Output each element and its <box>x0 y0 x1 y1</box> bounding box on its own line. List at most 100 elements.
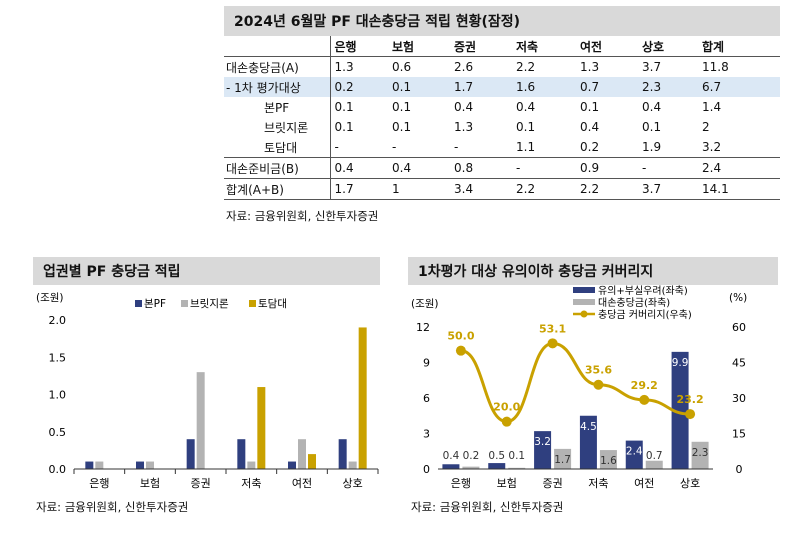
chart1-legend-swatch <box>249 300 256 307</box>
chart2-bar-label: 4.5 <box>580 421 597 433</box>
table-cell: 3.2 <box>702 140 722 154</box>
row-label: 토담대 <box>264 140 298 155</box>
chart1-bar <box>85 461 94 469</box>
chart2-line-label: 20.0 <box>493 401 520 414</box>
chart2-bar <box>645 460 663 469</box>
table-cell: 1.9 <box>642 140 662 154</box>
table-cell: 0.1 <box>642 120 662 134</box>
chart1-bar <box>237 439 246 469</box>
chart2-legend-swatch <box>573 299 595 305</box>
chart2-line-label: 23.2 <box>677 393 704 406</box>
table-cell: 0.1 <box>388 77 450 97</box>
table-row: 대손충당금(A) 1.3 0.6 2.6 2.2 1.3 3.7 11.8 <box>224 56 780 77</box>
table-row: 본PF 0.1 0.1 0.4 0.4 0.1 0.4 1.4 <box>224 97 780 117</box>
chart2-bar <box>625 440 643 469</box>
table-cell: 0.9 <box>576 157 638 179</box>
table-cell: 3.4 <box>450 178 512 200</box>
table-row: 합계(A+B) 1.7 1 3.4 2.2 2.2 3.7 14.1 <box>224 178 780 200</box>
chart2-xtick-label: 저축 <box>588 477 608 490</box>
table-cell: 0.1 <box>516 120 536 134</box>
table-cell: 0.2 <box>580 140 600 154</box>
chart2-bar <box>579 415 597 469</box>
table-cell: 0.4 <box>454 100 474 114</box>
chart2-y2tick-label: 0 <box>736 463 743 476</box>
chart2-line-label: 53.1 <box>539 322 566 335</box>
chart1-ytick-label: 1.0 <box>49 389 67 402</box>
chart2-line-label: 50.0 <box>447 330 474 343</box>
chart2-bar-label: 3.2 <box>534 436 551 448</box>
chart1-title: 업권별 PF 충당금 적립 <box>33 257 380 285</box>
table-row: 브릿지론 0.1 0.1 1.3 0.1 0.4 0.1 2 <box>224 117 780 137</box>
table-cell: - <box>512 157 576 179</box>
table-header-cell: 합계 <box>698 36 780 57</box>
table-cell: 0.4 <box>516 100 536 114</box>
chart2-ytick-label: 12 <box>416 321 430 334</box>
chart1-bar <box>338 439 347 469</box>
chart2-line-label: 35.6 <box>585 364 612 377</box>
table-cell: 2.3 <box>638 77 698 97</box>
table-header-cell: 여전 <box>576 36 638 57</box>
table-cell: 1.3 <box>580 60 600 74</box>
chart2-bar-label: 0.7 <box>646 450 663 462</box>
chart2-bar <box>691 441 709 469</box>
table-row: 대손준비금(B) 0.4 0.4 0.8 - 0.9 - 2.4 <box>224 157 780 179</box>
chart2-svg: (조원) (%) 유의+부실우려(좌축)대손충당금(좌축)충당금 커버리지(우축) 0… <box>411 285 747 490</box>
chart1-xtick-label: 상호 <box>343 477 363 490</box>
table-cell: 1.4 <box>702 100 722 114</box>
chart2-bar-label: 0.2 <box>463 450 480 462</box>
chart1-bar <box>95 461 104 469</box>
chart1-bar <box>298 439 306 469</box>
chart2-ytick-label: 6 <box>423 392 430 405</box>
table-row: - 1차 평가대상 0.2 0.1 1.7 1.6 0.7 2.3 6.7 <box>224 77 780 97</box>
row-label: 합계(A+B) <box>224 178 330 200</box>
chart1-bar <box>186 439 195 469</box>
chart1-xtick-label: 증권 <box>191 477 211 490</box>
chart2-bar-label: 1.7 <box>554 454 571 466</box>
table-cell: 1.7 <box>450 77 512 97</box>
chart1-ytick-label: 0.5 <box>49 426 67 439</box>
chart2-ytick-label: 9 <box>423 357 430 370</box>
chart1-bar <box>257 387 266 469</box>
chart1-legend-swatch <box>181 300 188 307</box>
table-header-cell: 증권 <box>450 36 512 57</box>
chart1-legend-label: 본PF <box>144 298 166 310</box>
table-row: 토담대 - - - 1.1 0.2 1.9 3.2 <box>224 137 780 158</box>
table-header-row: 은행 보험 증권 저축 여전 상호 합계 <box>224 36 780 57</box>
chart2-bar-label: 2.4 <box>626 446 643 458</box>
chart2-legend-label: 충당금 커버리지(우축) <box>598 309 692 321</box>
row-label: 대손준비금(B) <box>224 157 330 179</box>
chart2-bar-label: 2.3 <box>692 447 709 459</box>
chart1-bar <box>288 461 296 469</box>
chart2-y2tick-label: 45 <box>732 357 746 370</box>
table-header-cell: 상호 <box>638 36 698 57</box>
pf-provision-table: 은행 보험 증권 저축 여전 상호 합계 대손충당금(A) 1.3 0.6 2.… <box>224 36 780 200</box>
chart2-line-label: 29.2 <box>631 379 658 392</box>
chart2-xtick-label: 보험 <box>497 477 517 490</box>
table-cell: 1.7 <box>329 178 388 200</box>
chart2-bar <box>554 448 572 469</box>
table-cell: - <box>454 140 459 154</box>
chart2-xtick-label: 여전 <box>634 477 654 490</box>
table-header-cell <box>224 36 330 57</box>
table-cell: 0.2 <box>329 77 388 97</box>
chart2-ytick-label: 3 <box>423 428 430 441</box>
chart1-ytick-label: 2.0 <box>49 314 67 327</box>
table-cell: 0.6 <box>392 60 412 74</box>
chart2-bar-label: 0.1 <box>508 450 525 462</box>
chart2-ylabel: (조원) <box>411 298 439 310</box>
table-cell: 0.8 <box>450 157 512 179</box>
chart2-y2tick-label: 30 <box>732 392 746 405</box>
chart2-line-point <box>501 416 512 427</box>
table-cell: 0.4 <box>388 157 450 179</box>
chart1-ylabel: (조원) <box>36 292 64 304</box>
chart2-legend-label: 대손충당금(좌축) <box>598 297 670 309</box>
chart1-xtick-label: 은행 <box>89 477 109 490</box>
table-cell: 2.4 <box>698 157 780 179</box>
table-cell: 1 <box>388 178 450 200</box>
table-cell: - <box>392 140 397 154</box>
chart1-xtick-label: 보험 <box>140 477 160 490</box>
table-cell: 2.2 <box>512 178 576 200</box>
chart2-bar <box>508 467 526 469</box>
table-header-cell: 은행 <box>329 36 388 57</box>
table-cell: 14.1 <box>698 178 780 200</box>
